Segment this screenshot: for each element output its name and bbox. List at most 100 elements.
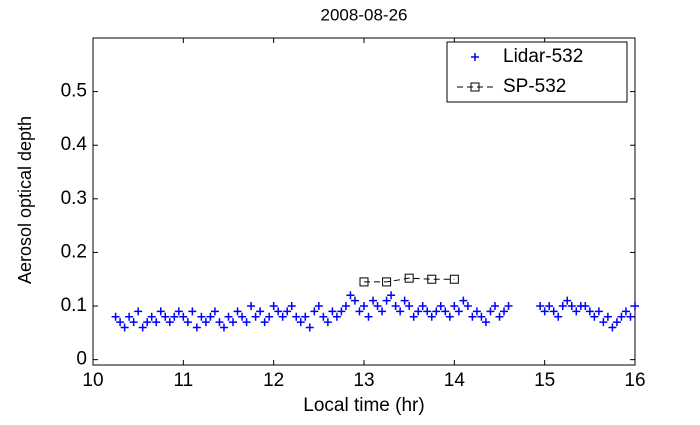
data-point [463, 302, 472, 311]
data-point [409, 312, 418, 321]
data-point [134, 307, 143, 316]
data-point [563, 296, 572, 305]
data-point [504, 302, 513, 311]
data-point [369, 296, 378, 305]
data-point [350, 296, 359, 305]
data-point [210, 307, 219, 316]
data-point [391, 302, 400, 311]
y-tick-label: 0.1 [61, 295, 87, 316]
data-point [441, 307, 450, 316]
data-point [260, 318, 269, 327]
data-point [572, 307, 581, 316]
data-point [490, 302, 499, 311]
y-tick-label: 0.4 [61, 134, 88, 155]
data-point [161, 312, 170, 321]
data-point [359, 277, 369, 287]
data-point [269, 302, 278, 311]
data-point [206, 312, 215, 321]
data-point [251, 312, 260, 321]
data-point [554, 312, 563, 321]
data-point [387, 291, 396, 300]
data-point [612, 318, 621, 327]
data-point [404, 273, 414, 283]
legend-symbol [470, 82, 480, 92]
data-point [590, 312, 599, 321]
data-point [427, 312, 436, 321]
data-point [179, 312, 188, 321]
data-point [310, 307, 319, 316]
data-point [111, 312, 120, 321]
data-point [599, 318, 608, 327]
data-point [540, 307, 549, 316]
data-point [219, 323, 228, 332]
legend: Lidar-532 SP-532 [446, 41, 628, 103]
data-point [585, 307, 594, 316]
data-point [215, 318, 224, 327]
data-point [174, 307, 183, 316]
data-point [274, 307, 283, 316]
y-tick-label: 0.5 [61, 81, 87, 102]
data-point [170, 312, 179, 321]
data-point [278, 312, 287, 321]
data-point [378, 307, 387, 316]
data-point [477, 312, 486, 321]
data-point [229, 318, 238, 327]
data-point [558, 302, 567, 311]
data-point [405, 302, 414, 311]
data-point [567, 302, 576, 311]
data-point [152, 318, 161, 327]
data-point [382, 277, 392, 287]
data-point [292, 312, 301, 321]
data-point [450, 302, 459, 311]
data-point [581, 302, 590, 311]
data-point [138, 323, 147, 332]
data-point [129, 318, 138, 327]
data-point [319, 312, 328, 321]
data-point [364, 312, 373, 321]
data-point [454, 307, 463, 316]
data-point [481, 318, 490, 327]
data-point [192, 323, 201, 332]
data-point [432, 307, 441, 316]
data-point [445, 312, 454, 321]
data-point [626, 312, 635, 321]
data-point [197, 312, 206, 321]
data-point [500, 307, 509, 316]
data-point [314, 302, 323, 311]
y-tick-label: 0 [76, 349, 87, 370]
data-point [287, 302, 296, 311]
data-point [472, 307, 481, 316]
y-tick-label: 0.2 [61, 241, 87, 262]
data-point [337, 307, 346, 316]
data-point [265, 312, 274, 321]
data-point [396, 307, 405, 316]
data-point [301, 312, 310, 321]
x-tick-label: 13 [353, 370, 374, 391]
data-point [486, 307, 495, 316]
legend-label: Lidar-532 [503, 46, 583, 67]
data-point [143, 318, 152, 327]
data-point [549, 307, 558, 316]
x-axis-label: Local time (hr) [303, 395, 424, 416]
data-point [156, 307, 165, 316]
data-point [201, 318, 210, 327]
data-point [183, 318, 192, 327]
data-point [323, 318, 332, 327]
data-point [621, 307, 630, 316]
data-point [459, 296, 468, 305]
x-tick-label: 16 [624, 370, 645, 391]
data-point [382, 296, 391, 305]
x-tick-label: 11 [173, 370, 193, 391]
data-point [468, 312, 477, 321]
data-point [414, 307, 423, 316]
data-point [355, 307, 364, 316]
data-point [373, 302, 382, 311]
x-tick-label: 10 [82, 370, 103, 391]
data-point [233, 307, 242, 316]
data-point [296, 318, 305, 327]
data-point [545, 302, 554, 311]
data-point [165, 318, 174, 327]
series-line [364, 277, 455, 283]
data-point [436, 302, 445, 311]
